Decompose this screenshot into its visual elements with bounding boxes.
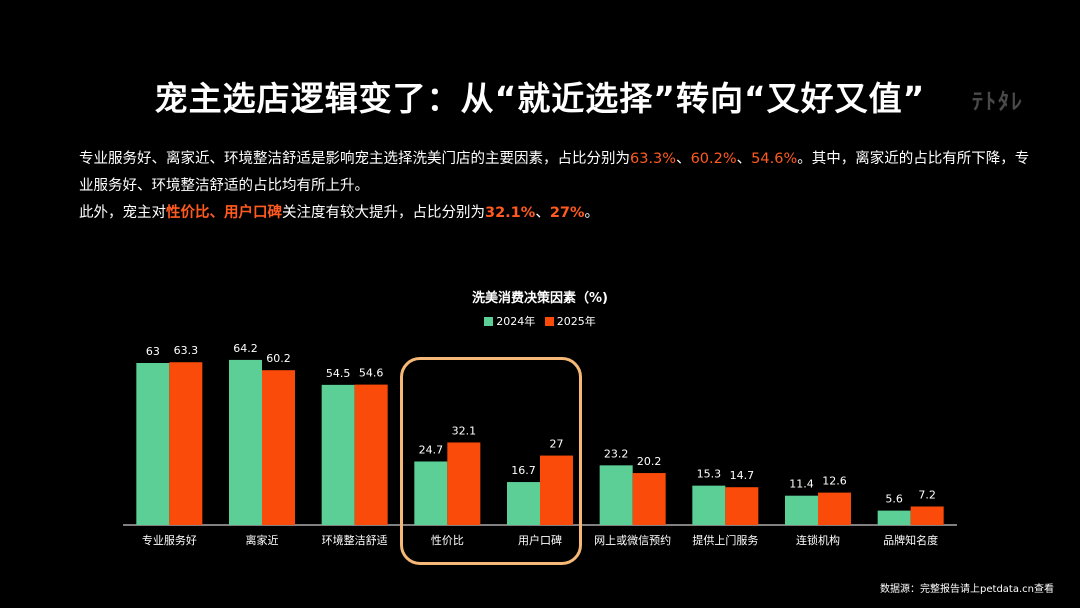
separator: 、	[736, 151, 752, 167]
highlight-box	[400, 357, 582, 565]
data-label: 20.2	[637, 455, 662, 468]
data-label: 63.3	[174, 344, 199, 357]
data-label: 64.2	[233, 342, 258, 355]
bar-2025	[910, 506, 944, 525]
summary-text: 此外，宠主对	[79, 205, 166, 221]
x-tick-label: 环境整洁舒适	[322, 533, 388, 547]
bar-2025	[725, 487, 759, 525]
highlight-value: 54.6%	[751, 151, 798, 167]
bar-2025	[354, 384, 388, 525]
x-tick-label: 性价比	[431, 533, 464, 547]
separator: 、	[535, 205, 550, 221]
separator: 、	[209, 205, 225, 221]
x-tick-label: 离家近	[246, 533, 279, 547]
data-label: 11.4	[789, 478, 814, 491]
x-tick-label: 专业服务好	[142, 533, 197, 547]
bar-2025	[169, 362, 203, 525]
highlight-value: 63.3%	[630, 151, 677, 167]
data-label: 60.2	[266, 352, 291, 365]
chart-title: 洗美消费决策因素（%)	[472, 291, 608, 306]
x-tick-label: 用户口碑	[518, 533, 562, 547]
summary-paragraph-1: 专业服务好、离家近、环境整洁舒适是影响宠主选择洗美门店的主要因素，占比分别为63…	[79, 146, 1039, 200]
data-label: 14.7	[730, 469, 755, 482]
legend-swatch-2025	[544, 317, 554, 326]
data-label: 32.1	[452, 424, 477, 437]
bar-2024	[877, 510, 911, 525]
x-tick-label: 网上或微信预约	[594, 533, 671, 547]
summary-text: 专业服务好、离家近、环境整洁舒适是影响宠主选择洗美门店的主要因素，占比分别为	[79, 151, 630, 167]
highlight-value: 60.2%	[690, 151, 737, 167]
x-tick-label: 连锁机构	[796, 533, 840, 547]
data-label: 7.2	[918, 488, 936, 501]
bar-2025	[632, 473, 666, 525]
legend-swatch-2024	[484, 317, 494, 326]
chart-legend: 2024年 2025年	[0, 313, 1080, 329]
data-label: 5.6	[885, 493, 903, 506]
bar-2024	[414, 461, 448, 525]
data-label: 16.7	[511, 464, 536, 477]
data-label: 27	[550, 438, 564, 451]
watermark: ﾃﾄﾀﾚ	[972, 90, 1025, 115]
legend-item-2025: 2025年	[544, 313, 596, 329]
data-label: 54.5	[326, 367, 351, 380]
legend-item-2024: 2024年	[484, 313, 535, 329]
bar-2024	[599, 465, 633, 525]
separator: 、	[676, 151, 691, 167]
data-label: 24.7	[419, 443, 444, 456]
bar-2024	[321, 384, 355, 525]
summary-text: 。其中，离家近的占比有所下降，专业服务好、环境整洁舒适的占比均有所上升。	[79, 151, 1030, 194]
bar-2024	[507, 482, 540, 525]
highlight-term: 性价比	[166, 205, 210, 221]
data-label: 63	[146, 345, 160, 358]
bar-2025	[540, 455, 573, 525]
bar-2024	[785, 495, 818, 525]
summary-paragraph-2: 此外，宠主对性价比、用户口碑关注度有较大提升，占比分别为32.1%、27%。	[79, 200, 1039, 227]
x-tick-label: 提供上门服务	[692, 533, 758, 547]
legend-label-2025: 2025年	[556, 315, 596, 328]
legend-label-2024: 2024年	[496, 315, 536, 328]
bar-2024	[136, 363, 170, 525]
bar-2024	[692, 485, 726, 525]
summary-text: 关注度有较大提升，占比分别为	[282, 205, 485, 221]
bar-2024	[229, 359, 262, 525]
data-label: 23.2	[604, 447, 629, 460]
bar-2025	[818, 492, 851, 525]
highlight-value: 32.1%	[485, 205, 536, 221]
x-tick-label: 品牌知名度	[883, 533, 938, 547]
data-label: 15.3	[697, 468, 722, 481]
summary-text: 。	[584, 205, 600, 221]
page-title: 宠主选店逻辑变了：从“就近选择”转向“又好又值”	[154, 79, 926, 118]
data-label: 54.6	[359, 367, 384, 380]
highlight-value: 27%	[549, 205, 585, 221]
data-source-note: 数据源：完整报告请上petdata.cn查看	[880, 584, 1054, 595]
data-label: 12.6	[822, 475, 847, 488]
bar-2025	[447, 442, 481, 525]
highlight-term: 用户口碑	[224, 205, 282, 221]
bar-2025	[262, 370, 295, 525]
